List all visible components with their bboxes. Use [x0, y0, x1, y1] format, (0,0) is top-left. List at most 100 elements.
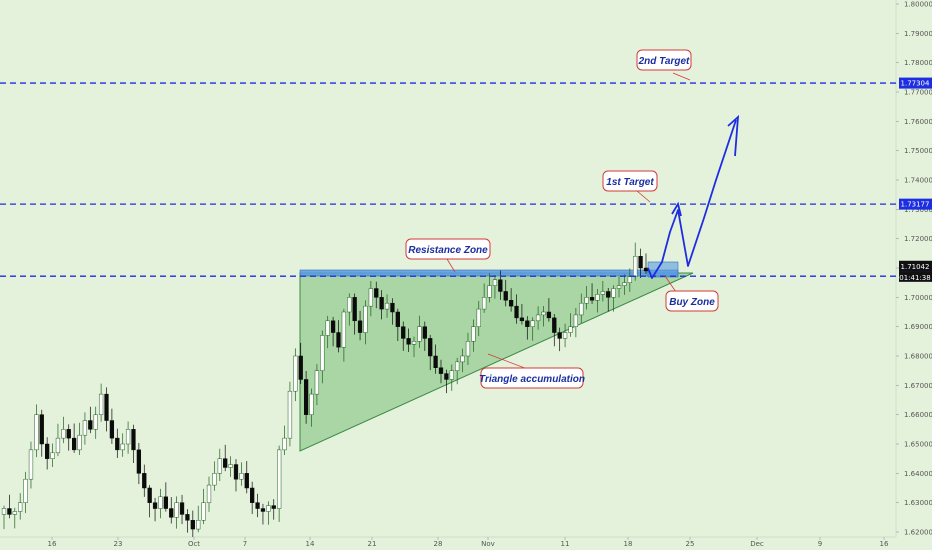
candle-body: [303, 379, 309, 415]
candle-body: [476, 308, 481, 327]
candle-body: [535, 314, 541, 322]
candle-body: [320, 335, 325, 371]
candle-body: [244, 473, 249, 489]
candle-body: [611, 288, 616, 298]
current-price-value: 1.71042: [901, 263, 930, 271]
candle-body: [573, 314, 579, 327]
candle-body: [503, 291, 508, 301]
candle-body: [169, 508, 174, 518]
buy-zone-box: [647, 261, 679, 278]
time-tick-label: 25: [686, 540, 695, 548]
candle-body: [18, 502, 23, 512]
candle-body: [88, 420, 93, 430]
label-2nd-target[interactable]: 2nd Target: [636, 49, 692, 71]
candle-body: [190, 520, 195, 530]
candle-body: [325, 320, 330, 336]
time-tick-label: 16: [48, 540, 57, 548]
pointer-buy-zone: [664, 275, 677, 293]
candle-body: [546, 311, 552, 319]
level-tag-bg: [899, 198, 932, 210]
candle-body: [228, 464, 233, 468]
price-tick-label: 1.63000: [904, 499, 932, 507]
candle-body: [260, 508, 266, 512]
candle-body: [347, 297, 352, 313]
candle-body: [179, 502, 185, 515]
time-tick-label: 23: [114, 540, 123, 548]
label-1st-target-text: 1st Target: [606, 177, 654, 188]
candle-body: [255, 502, 260, 509]
candle-body: [341, 311, 347, 348]
candle-body: [401, 326, 406, 339]
candle-body: [508, 300, 514, 307]
label-triangle-accumulation[interactable]: Triangle accumulation: [479, 367, 585, 389]
price-tick-label: 1.68000: [904, 353, 932, 361]
time-tick-label: 11: [561, 540, 570, 548]
candle-body: [271, 505, 276, 509]
projection-arrowhead-2: [727, 114, 740, 157]
candle-body: [98, 393, 104, 415]
time-tick-label: 28: [434, 540, 443, 548]
candle-body: [282, 437, 287, 451]
label-resistance-zone[interactable]: Resistance Zone: [405, 238, 491, 260]
price-tick-label: 1.80000: [904, 1, 932, 9]
candle-body: [584, 297, 589, 304]
candle-body: [374, 288, 379, 298]
price-tick-label: 1.73000: [904, 206, 932, 214]
candle-body: [530, 320, 535, 327]
candle-body: [638, 256, 643, 269]
candle-body: [233, 464, 239, 480]
candle-body: [277, 449, 282, 509]
candle-body: [557, 332, 562, 339]
time-tick-label: 18: [624, 540, 633, 548]
candle-body: [293, 355, 298, 392]
candle-body: [158, 496, 163, 509]
label-buy-zone-text: Buy Zone: [669, 297, 715, 308]
time-axis: 16 23 Oct 7 14 21 28 Nov 11 18 25 Dec 9 16: [48, 537, 889, 548]
label-triangle-text: Triangle accumulation: [479, 374, 585, 385]
candle-body: [616, 285, 622, 289]
candle-body: [196, 520, 201, 530]
candle-body: [357, 320, 363, 333]
candle-body: [147, 487, 152, 503]
price-tick-label: 1.62000: [904, 529, 932, 537]
candle-body: [449, 370, 454, 380]
price-tick-label: 1.65000: [904, 441, 932, 449]
candle-body: [152, 502, 158, 509]
candle-body: [212, 473, 217, 486]
time-tick-label: 16: [880, 540, 889, 548]
candle-body: [595, 294, 600, 301]
candle-body: [28, 449, 34, 480]
candle-body: [390, 302, 395, 313]
candle-body: [314, 370, 320, 395]
label-1st-target[interactable]: 1st Target: [602, 170, 658, 192]
candle-body: [422, 326, 427, 339]
pointer-triangle: [487, 353, 531, 371]
candle-body: [298, 355, 303, 380]
time-tick-label: 9: [818, 540, 822, 548]
candle-body: [363, 305, 368, 333]
candle-body: [433, 355, 438, 368]
candle-body: [217, 458, 222, 474]
candle-body: [287, 390, 293, 439]
projection-path: [647, 119, 737, 279]
label-2nd-target-text: 2nd Target: [638, 56, 690, 67]
price-tick-label: 1.76000: [904, 118, 932, 126]
candle-body: [487, 285, 492, 298]
candle-body: [471, 326, 476, 342]
candle-body: [622, 282, 627, 286]
price-tick-label: 1.64000: [904, 470, 932, 478]
candle-body: [71, 437, 77, 451]
candle-body: [239, 473, 244, 480]
candle-body: [460, 355, 465, 363]
candle-body: [384, 302, 390, 310]
candle-body: [309, 393, 314, 415]
time-tick-label: 14: [306, 540, 315, 548]
price-tick-label: 1.74000: [904, 177, 932, 185]
label-buy-zone[interactable]: Buy Zone: [665, 290, 719, 312]
candle-body: [411, 341, 417, 345]
candle-body: [379, 297, 384, 310]
candle-body: [120, 443, 125, 451]
time-tick-label: 21: [368, 540, 377, 548]
price-tick-label: 1.72000: [904, 235, 932, 243]
